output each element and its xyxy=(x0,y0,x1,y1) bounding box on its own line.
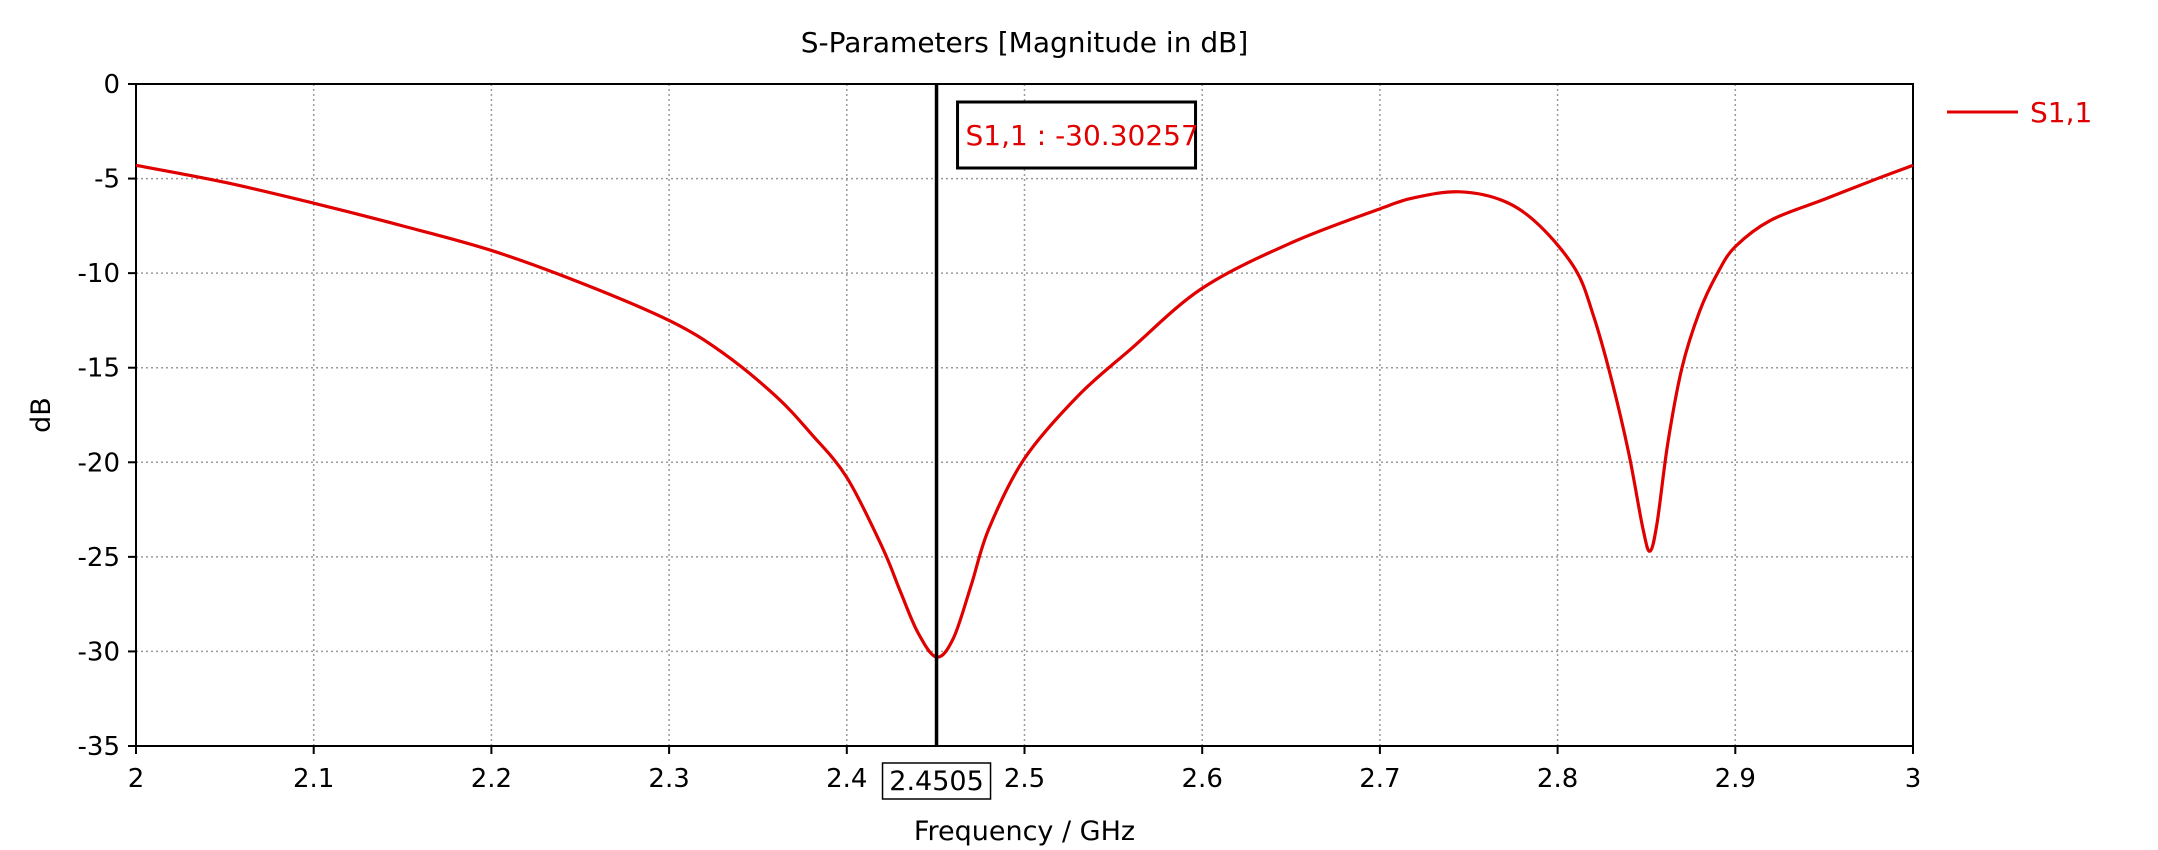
x-tick-label: 2.1 xyxy=(293,764,334,794)
y-tick-label: -20 xyxy=(78,448,120,478)
marker-x-label: 2.4505 xyxy=(889,766,983,797)
series-layer xyxy=(135,163,1914,659)
y-axis: 0 -5 -10 -15 -20 -25 -30 -35 xyxy=(78,70,136,762)
x-tick-label: 2.9 xyxy=(1715,764,1756,794)
marker-layer[interactable]: S1,1 : -30.30257 2.4505 xyxy=(881,84,1199,800)
x-tick-label: 2.8 xyxy=(1537,764,1578,794)
x-axis: 2 2.1 2.2 2.3 2.4 2.5 2.6 2.7 2.8 2.9 3 xyxy=(128,746,1922,794)
y-tick-label: -10 xyxy=(78,259,120,289)
y-tick-label: -5 xyxy=(94,165,120,195)
marker-x-box xyxy=(881,762,992,800)
series-line-s11 xyxy=(135,163,1914,659)
x-tick-label: 2.4 xyxy=(826,764,867,794)
y-tick-label: -15 xyxy=(78,354,120,384)
legend: S1,1 xyxy=(1947,96,2092,129)
y-tick-label: 0 xyxy=(103,70,120,100)
chart-title: S-Parameters [Magnitude in dB] xyxy=(801,26,1249,59)
marker-value-label: S1,1 : -30.30257 xyxy=(966,119,1199,152)
x-axis-title: Frequency / GHz xyxy=(914,816,1135,847)
x-tick-label: 2 xyxy=(128,764,145,794)
x-tick-label: 2.3 xyxy=(648,764,689,794)
x-tick-label: 2.6 xyxy=(1182,764,1223,794)
y-tick-label: -25 xyxy=(78,543,120,573)
grid xyxy=(136,84,1913,746)
x-tick-label: 2.2 xyxy=(471,764,512,794)
y-tick-label: -35 xyxy=(78,732,120,762)
x-tick-label: 2.5 xyxy=(1004,764,1045,794)
x-tick-label: 2.7 xyxy=(1359,764,1400,794)
y-tick-label: -30 xyxy=(78,637,120,667)
marker-value-box xyxy=(956,100,1198,170)
y-axis-title: dB xyxy=(26,397,57,433)
x-tick-label: 3 xyxy=(1905,764,1922,794)
legend-label-s11: S1,1 xyxy=(2030,96,2092,129)
